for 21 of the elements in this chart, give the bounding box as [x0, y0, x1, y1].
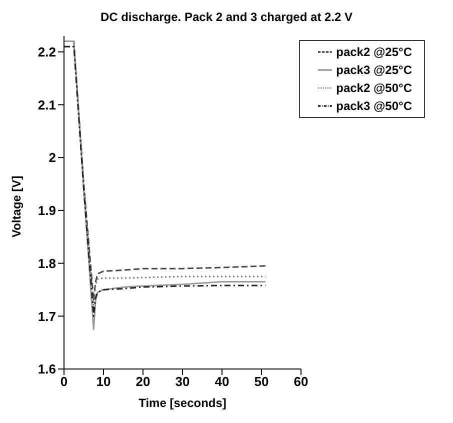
- y-tick-label: 1.8: [38, 256, 56, 271]
- chart-title: DC discharge. Pack 2 and 3 charged at 2.2 V: [99, 9, 354, 26]
- legend-label: pack2 @50°C: [336, 81, 412, 95]
- x-tick-label: 30: [175, 374, 190, 390]
- y-tick-label: 1.9: [38, 203, 56, 218]
- y-tick-label: 1.6: [38, 362, 56, 377]
- x-axis-title: Time [seconds]: [138, 396, 226, 410]
- x-tick-label: 0: [60, 374, 68, 390]
- x-tick-label: 10: [96, 374, 111, 390]
- y-tick-label: 2: [48, 150, 56, 166]
- x-tick-label: 40: [214, 374, 230, 390]
- y-tick-label: 2.2: [38, 44, 56, 60]
- legend-label: pack3 @50°C: [336, 99, 412, 113]
- legend-label: pack3 @25°C: [336, 63, 412, 77]
- legend-label: pack2 @25°C: [336, 45, 412, 59]
- y-axis-title: Voltage [V]: [9, 176, 24, 238]
- x-tick-label: 60: [294, 374, 308, 390]
- y-tick-label: 1.7: [38, 308, 56, 324]
- x-tick-label: 50: [254, 374, 269, 390]
- y-tick-label: 2.1: [38, 97, 56, 112]
- x-tick-label: 20: [136, 374, 150, 390]
